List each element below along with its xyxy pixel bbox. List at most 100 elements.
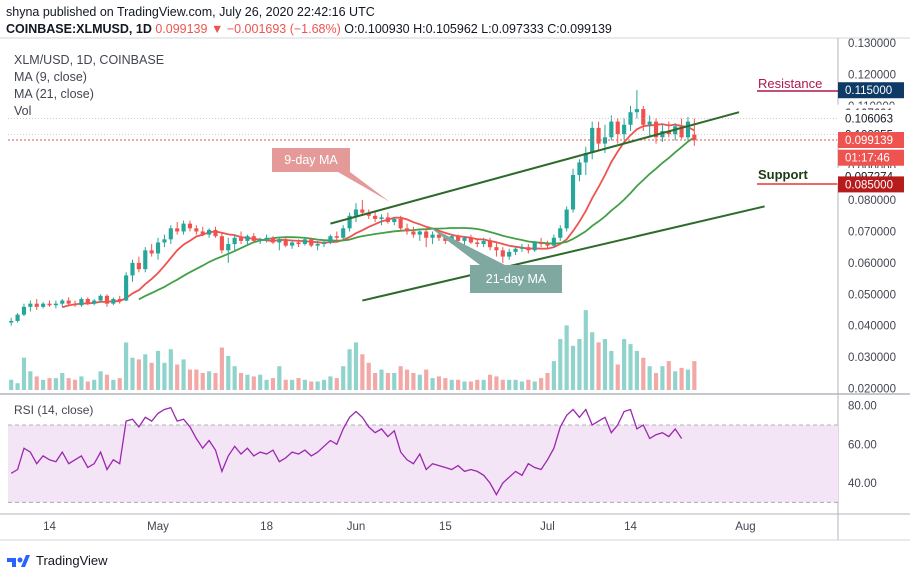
candle-body bbox=[92, 300, 97, 304]
legend-ma9[interactable]: MA (9, close) bbox=[14, 70, 87, 84]
legend-vol[interactable]: Vol bbox=[14, 104, 32, 118]
candle-body bbox=[641, 109, 646, 125]
volume-bar bbox=[353, 342, 359, 390]
candle-body bbox=[507, 251, 512, 257]
rsi-line bbox=[10, 406, 683, 496]
time-axis: 14 May 18 Jun 15 Jul 14 Aug bbox=[43, 521, 756, 533]
candle-body bbox=[9, 320, 14, 323]
candle-body bbox=[85, 298, 90, 304]
candle-body bbox=[66, 300, 71, 304]
volume-bar bbox=[290, 379, 295, 390]
volume-bar bbox=[449, 379, 454, 390]
candle-body bbox=[136, 262, 141, 270]
ohlc-line: COINBASE:XLMUSD, 1D 0.099139 ▼ −0.001693… bbox=[6, 21, 612, 38]
candle-body bbox=[162, 239, 167, 243]
volume-bar bbox=[392, 373, 397, 390]
volume-bar bbox=[143, 354, 148, 390]
candle-body bbox=[353, 209, 359, 216]
price-tick-label: 0.040000 bbox=[848, 321, 896, 333]
last-price: 0.099139 bbox=[155, 22, 208, 36]
candle-body bbox=[347, 215, 352, 229]
volume-bar bbox=[685, 369, 691, 390]
candle-body bbox=[21, 306, 27, 315]
rsi-tick-label: 40.00 bbox=[848, 478, 877, 490]
candle-body bbox=[168, 228, 173, 240]
volume-bar bbox=[628, 344, 633, 390]
volume-bar bbox=[411, 373, 416, 390]
candle-body bbox=[175, 228, 180, 232]
upper-channel-line bbox=[330, 111, 740, 225]
candle-body bbox=[475, 242, 480, 245]
candle-body bbox=[79, 298, 84, 306]
volume-bar bbox=[347, 349, 352, 390]
volume-bar bbox=[653, 373, 659, 390]
volume-bar bbox=[270, 378, 276, 390]
candle-body bbox=[296, 242, 301, 245]
volume-bar bbox=[168, 349, 173, 390]
volume-bar bbox=[92, 379, 97, 390]
volume-bar bbox=[622, 339, 627, 390]
candle-body bbox=[456, 236, 461, 241]
candle-body bbox=[302, 239, 307, 245]
volume-bar bbox=[373, 373, 378, 390]
candle-body bbox=[634, 109, 639, 113]
candle-body bbox=[245, 236, 250, 241]
volume-bar bbox=[53, 378, 58, 390]
candle-body bbox=[328, 236, 333, 243]
rsi-band bbox=[8, 425, 838, 503]
candle-body bbox=[53, 303, 58, 306]
volume-bar bbox=[596, 342, 601, 390]
legend-title[interactable]: XLM/USD, 1D, COINBASE bbox=[14, 53, 165, 67]
volume-bar bbox=[507, 379, 512, 390]
volume-bar bbox=[321, 379, 327, 390]
time-tick-label: Jun bbox=[347, 521, 366, 533]
volume-bar bbox=[72, 379, 78, 390]
candle-body bbox=[392, 218, 397, 223]
volume-bar bbox=[609, 350, 614, 390]
candle-body bbox=[373, 215, 378, 219]
volume-bar bbox=[519, 381, 525, 390]
indicator-legend: XLM/USD, 1D, COINBASE MA (9, close) MA (… bbox=[14, 52, 164, 120]
candle-body bbox=[487, 240, 493, 248]
price-tag-label: 0.099139 bbox=[845, 135, 893, 147]
chart-header: shyna published on TradingView.com, July… bbox=[6, 4, 612, 38]
volume-bar bbox=[181, 359, 186, 390]
candle-body bbox=[60, 300, 65, 304]
volume-bar bbox=[641, 357, 646, 390]
price-tag bbox=[838, 176, 904, 193]
time-tick-label: 18 bbox=[260, 521, 273, 533]
tradingview-logo-icon bbox=[7, 555, 30, 567]
candle-body bbox=[558, 228, 563, 238]
footer-brand[interactable]: TradingView bbox=[36, 552, 108, 568]
price-tick-label: 0.130000 bbox=[848, 38, 896, 50]
candle-body bbox=[194, 228, 199, 232]
volume-bar bbox=[660, 366, 665, 390]
candle-body bbox=[609, 121, 614, 138]
volume-bar bbox=[577, 339, 582, 390]
candle-body bbox=[15, 314, 20, 321]
volume-bar bbox=[47, 378, 52, 390]
price-tag bbox=[838, 82, 904, 99]
volume-bar bbox=[475, 379, 480, 390]
volume-bar bbox=[424, 369, 429, 390]
ma21-line bbox=[138, 136, 695, 301]
candle-body bbox=[155, 242, 161, 254]
volume-bar bbox=[136, 359, 141, 390]
volume-bar bbox=[456, 379, 461, 390]
candle-body bbox=[290, 242, 295, 246]
volume-bar bbox=[41, 379, 46, 390]
legend-ma21[interactable]: MA (21, close) bbox=[14, 87, 94, 101]
candle-body bbox=[219, 236, 224, 251]
candle-body bbox=[404, 228, 410, 232]
candle-body bbox=[28, 303, 33, 307]
rsi-tick-label: 80.00 bbox=[848, 401, 877, 413]
volume-bar bbox=[79, 376, 84, 390]
volume-bar bbox=[9, 379, 14, 390]
volume-bar bbox=[398, 366, 403, 390]
resistance-label: Resistance bbox=[758, 76, 822, 91]
candle-body bbox=[596, 127, 601, 144]
volume-bar bbox=[117, 378, 122, 390]
ma21-callout bbox=[428, 226, 562, 293]
candle-body bbox=[258, 239, 263, 241]
